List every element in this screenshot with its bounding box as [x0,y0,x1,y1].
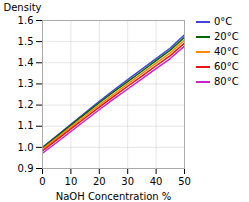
svg-text:20: 20 [93,176,106,187]
svg-text:10: 10 [65,176,78,187]
svg-text:1.2: 1.2 [18,99,34,110]
svg-text:NaOH Concentration %: NaOH Concentration % [56,191,172,202]
html-text:0°C: 0°C [214,16,233,27]
svg-text:0.9: 0.9 [18,163,34,174]
html-text:60°C: 60°C [214,61,239,72]
html-text:20°C: 20°C [214,31,239,42]
html-text:80°C: 80°C [214,76,239,87]
svg-text:30: 30 [121,176,134,187]
svg-text:50: 50 [178,176,191,187]
html-text:40°C: 40°C [214,46,239,57]
svg-text:1.5: 1.5 [18,36,34,47]
svg-text:1.6: 1.6 [18,15,34,26]
svg-text:Density: Density [4,2,42,13]
svg-text:1.4: 1.4 [18,57,34,68]
svg-text:1.3: 1.3 [18,78,34,89]
svg-text:0: 0 [39,176,45,187]
svg-text:1.1: 1.1 [18,120,34,131]
svg-text:40: 40 [150,176,163,187]
svg-text:1.0: 1.0 [18,142,34,153]
